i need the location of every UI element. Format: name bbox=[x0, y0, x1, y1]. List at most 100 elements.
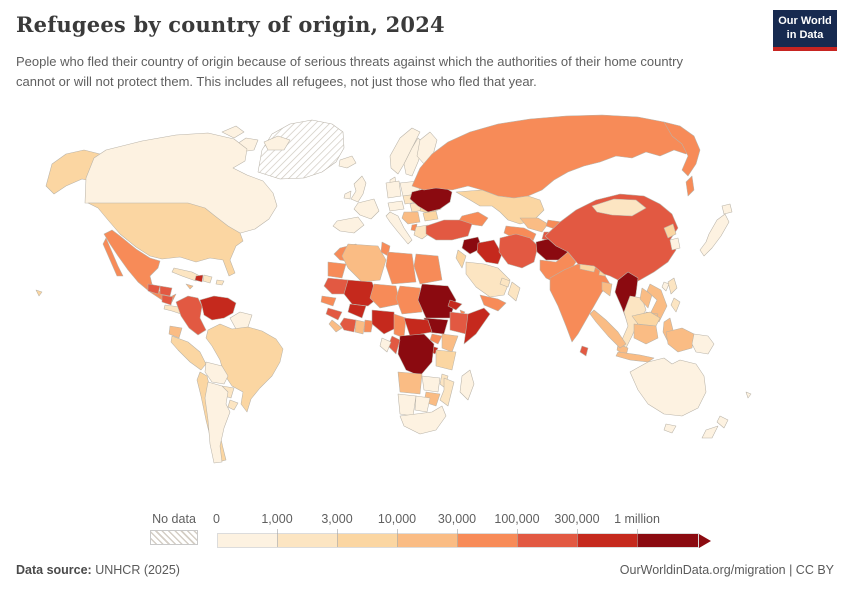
country-kenya[interactable] bbox=[441, 333, 459, 353]
country-mozambique[interactable] bbox=[439, 377, 455, 407]
country-somalia[interactable] bbox=[463, 307, 491, 345]
country-cameroon[interactable] bbox=[393, 313, 407, 339]
country-madagascar[interactable] bbox=[459, 369, 475, 401]
country-usa[interactable] bbox=[87, 202, 244, 277]
country-iran[interactable] bbox=[498, 233, 539, 269]
country-brazil[interactable] bbox=[205, 323, 284, 413]
country-libya[interactable] bbox=[385, 251, 417, 285]
country-north-korea[interactable] bbox=[663, 223, 677, 239]
country-ireland[interactable] bbox=[343, 190, 352, 200]
country-thailand[interactable] bbox=[620, 295, 647, 349]
country-niger[interactable] bbox=[369, 283, 401, 309]
country-australia[interactable] bbox=[629, 357, 707, 417]
country-canada-arctic-3[interactable] bbox=[221, 125, 245, 139]
country-central-african-republic[interactable] bbox=[403, 317, 433, 337]
country-senegal[interactable] bbox=[320, 295, 337, 307]
country-guatemala[interactable] bbox=[147, 283, 161, 295]
country-cuba[interactable] bbox=[171, 267, 203, 282]
country-peru[interactable] bbox=[170, 335, 207, 371]
country-ecuador[interactable] bbox=[168, 325, 183, 339]
country-yemen[interactable] bbox=[479, 294, 507, 312]
legend-bin-segment[interactable] bbox=[398, 534, 458, 547]
legend-bin-segment[interactable] bbox=[518, 534, 578, 547]
country-togo-benin[interactable] bbox=[363, 319, 374, 333]
country-nigeria[interactable] bbox=[371, 309, 397, 335]
country-borneo-malaysia[interactable] bbox=[631, 311, 661, 327]
country-ivory-coast[interactable] bbox=[339, 317, 357, 333]
country-south-africa[interactable] bbox=[399, 405, 447, 435]
country-australia-tasmania[interactable] bbox=[663, 423, 677, 434]
country-taiwan[interactable] bbox=[661, 281, 670, 292]
country-eritrea[interactable] bbox=[447, 299, 463, 311]
country-oman[interactable] bbox=[507, 281, 521, 302]
legend-no-data-swatch[interactable] bbox=[150, 530, 198, 545]
country-haiti[interactable] bbox=[194, 274, 204, 283]
country-south-korea[interactable] bbox=[669, 237, 681, 251]
country-guyanas[interactable] bbox=[229, 311, 253, 330]
country-indonesia-kalimantan[interactable] bbox=[633, 323, 659, 345]
country-egypt[interactable] bbox=[413, 253, 443, 285]
country-china[interactable] bbox=[544, 193, 679, 287]
country-jamaica[interactable] bbox=[185, 283, 194, 290]
country-angola[interactable] bbox=[397, 371, 423, 395]
country-namibia[interactable] bbox=[397, 393, 417, 417]
legend-bin-segment[interactable] bbox=[638, 534, 698, 547]
country-russia-sakhalin[interactable] bbox=[685, 175, 695, 197]
country-nicaragua[interactable] bbox=[161, 294, 174, 306]
country-uzbekistan[interactable] bbox=[519, 217, 549, 233]
country-bulgaria[interactable] bbox=[422, 210, 439, 222]
country-united-kingdom[interactable] bbox=[350, 175, 367, 203]
country-canada-arctic-2[interactable] bbox=[263, 135, 291, 151]
country-indonesia-sumatra[interactable] bbox=[589, 309, 627, 349]
country-chad[interactable] bbox=[395, 285, 423, 315]
country-turkey[interactable] bbox=[425, 219, 473, 241]
legend-bin-segment[interactable] bbox=[278, 534, 338, 547]
country-zambia[interactable] bbox=[421, 375, 441, 393]
country-bolivia[interactable] bbox=[204, 361, 229, 385]
country-western-sahara[interactable] bbox=[327, 261, 347, 279]
country-sri-lanka[interactable] bbox=[579, 345, 589, 357]
country-usa-hawaii[interactable] bbox=[35, 289, 43, 297]
country-colombia[interactable] bbox=[175, 295, 207, 336]
country-bangladesh[interactable] bbox=[601, 281, 613, 297]
legend-colorbar-bar[interactable] bbox=[217, 529, 711, 548]
country-dominican-republic[interactable] bbox=[202, 274, 213, 284]
country-balkans[interactable] bbox=[401, 211, 421, 225]
country-mongolia[interactable] bbox=[591, 198, 647, 217]
legend-bin-segment[interactable] bbox=[578, 534, 638, 547]
country-fiji[interactable] bbox=[745, 391, 752, 399]
country-levant[interactable] bbox=[455, 249, 467, 269]
country-france[interactable] bbox=[353, 198, 380, 220]
country-uruguay[interactable] bbox=[227, 399, 239, 411]
country-japan-hokkaido[interactable] bbox=[721, 203, 733, 215]
country-new-zealand-south[interactable] bbox=[701, 425, 719, 439]
country-indonesia-java[interactable] bbox=[615, 351, 655, 363]
country-russia-far-east[interactable] bbox=[663, 121, 701, 177]
country-japan[interactable] bbox=[699, 213, 730, 257]
country-gabon[interactable] bbox=[379, 337, 392, 353]
country-venezuela[interactable] bbox=[199, 295, 237, 321]
legend-bin-segment[interactable] bbox=[338, 534, 398, 547]
country-philippines-mindanao[interactable] bbox=[670, 297, 681, 313]
country-tanzania[interactable] bbox=[435, 349, 457, 371]
country-iceland[interactable] bbox=[338, 155, 357, 169]
footer-rights-link[interactable]: OurWorldinData.org/migration | CC BY bbox=[619, 563, 834, 577]
country-mexico-baja[interactable] bbox=[102, 237, 124, 277]
legend-colorbar-segments[interactable] bbox=[217, 529, 699, 548]
country-russia[interactable] bbox=[411, 114, 693, 199]
country-ghana[interactable] bbox=[354, 319, 366, 335]
country-gulf-states[interactable] bbox=[499, 277, 511, 288]
country-mali[interactable] bbox=[343, 279, 379, 307]
country-sierra-leone-liberia[interactable] bbox=[328, 319, 343, 333]
country-iraq[interactable] bbox=[476, 239, 503, 265]
country-puerto-rico[interactable] bbox=[215, 279, 225, 286]
country-uganda[interactable] bbox=[429, 333, 443, 345]
country-india[interactable] bbox=[549, 263, 611, 343]
country-burkina-faso[interactable] bbox=[347, 303, 367, 319]
country-algeria[interactable] bbox=[341, 243, 387, 283]
country-dr-congo[interactable] bbox=[397, 333, 435, 377]
country-new-zealand-north[interactable] bbox=[716, 415, 729, 429]
country-saudi-arabia[interactable] bbox=[465, 261, 511, 298]
country-italy[interactable] bbox=[385, 211, 413, 245]
legend-bin-segment[interactable] bbox=[218, 534, 278, 547]
